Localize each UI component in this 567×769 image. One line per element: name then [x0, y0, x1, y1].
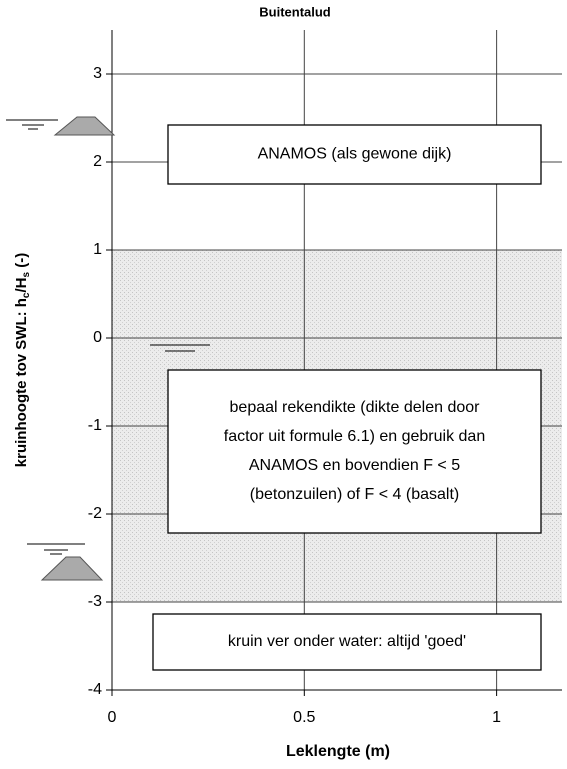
y-tick-label: 3 — [93, 65, 102, 82]
annotation-text: (betonzuilen) of F < 4 (basalt) — [250, 486, 459, 503]
y-label-part: /H — [13, 278, 30, 293]
chart: -4 -3 -2 -1 0 1 2 3 0 0.5 1 ANAMOS (als gewone dijk… — [0, 0, 567, 769]
y-tick-label: 2 — [93, 153, 102, 170]
y-label-part: (-) — [13, 253, 30, 272]
annotation-text: bepaal rekendikte (dikte delen door — [230, 399, 481, 416]
annotation-text: ANAMOS (als gewone dijk) — [258, 146, 452, 163]
x-axis-label: Leklengte (m) — [286, 743, 390, 760]
annotation-text: factor uit formule 6.1) en gebruik dan — [224, 428, 485, 445]
icon-high-crest — [6, 117, 114, 135]
x-tick-label: 1 — [492, 709, 501, 726]
y-tick-label: -3 — [88, 593, 102, 610]
chart-title: Buitentalud — [259, 4, 331, 19]
y-tick-label: -4 — [88, 681, 102, 698]
y-tick-label: -1 — [88, 417, 102, 434]
y-tick-label: 1 — [93, 241, 102, 258]
x-tick-label: 0.5 — [293, 709, 315, 726]
icon-low-crest — [27, 544, 102, 580]
y-label-part: kruinhoogte tov SWL: h — [13, 298, 30, 467]
y-tick-label: 0 — [93, 329, 102, 346]
y-axis-label: kruinhoogte tov SWL: hc/Hs (-) — [13, 253, 32, 467]
annotation-text: kruin ver onder water: altijd 'goed' — [228, 633, 466, 650]
annotation-text: ANAMOS en bovendien F < 5 — [249, 457, 460, 474]
annotation-box — [168, 370, 541, 533]
x-tick-label: 0 — [108, 709, 117, 726]
y-tick-label: -2 — [88, 505, 102, 522]
